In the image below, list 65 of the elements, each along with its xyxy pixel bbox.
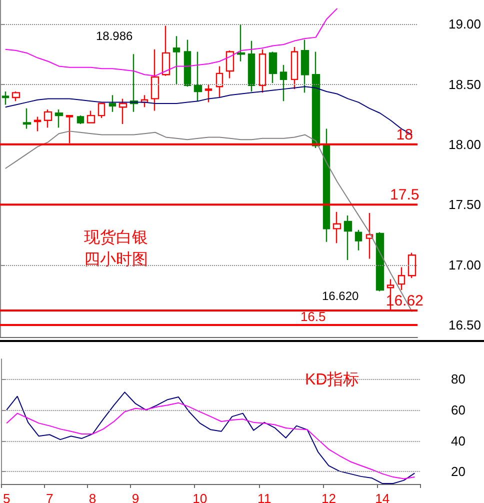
candlestick xyxy=(44,108,52,128)
y-tick-label: 18.50 xyxy=(448,76,482,92)
candlestick xyxy=(236,23,246,62)
candlestick xyxy=(150,48,160,112)
ref-line-label: 17.5 xyxy=(390,186,420,204)
x-tick-label: 7 xyxy=(46,491,54,503)
x-tick-label: 11 xyxy=(258,491,272,503)
line-series xyxy=(6,392,416,484)
annotation: 16.620 xyxy=(322,289,360,303)
candlestick xyxy=(12,90,20,102)
candlestick xyxy=(258,48,266,94)
candlestick xyxy=(322,128,330,243)
candlestick xyxy=(194,51,202,102)
ref-line-label: 16.5 xyxy=(300,308,326,324)
candlestick xyxy=(216,66,224,98)
y-tick-label: 18.00 xyxy=(448,136,482,152)
candlestick xyxy=(280,64,288,102)
y-tick-label: 19.00 xyxy=(448,16,482,32)
x-tick-label: 10 xyxy=(192,491,208,503)
candlestick xyxy=(2,90,10,106)
candlestick xyxy=(376,232,384,292)
x-tick-label: 9 xyxy=(132,491,140,503)
candlestick xyxy=(332,211,342,244)
annotation: 18.986 xyxy=(96,29,134,43)
y-tick-label: 16.50 xyxy=(448,317,482,332)
candlestick xyxy=(366,212,374,260)
candlestick xyxy=(130,54,138,113)
y-tick-label: 20 xyxy=(451,464,466,480)
candlestick xyxy=(226,50,234,79)
y-tick-label: 60 xyxy=(451,402,466,418)
y-tick-label: 17.00 xyxy=(448,257,482,272)
candlestick xyxy=(184,39,192,88)
line-series xyxy=(6,402,416,480)
candlestick xyxy=(118,98,128,125)
annotation: 四小时图 xyxy=(84,250,148,268)
line-series xyxy=(4,8,338,76)
candlestick xyxy=(162,25,170,76)
y-tick-label: 40 xyxy=(451,433,466,448)
y-tick-label: 17.50 xyxy=(448,197,482,212)
candlestick xyxy=(86,110,96,124)
x-tick-label: 5 xyxy=(2,491,10,503)
candlestick xyxy=(354,229,362,251)
annotation: KD指标 xyxy=(305,370,360,388)
candlestick xyxy=(268,51,278,84)
ref-line-label: 18 xyxy=(396,126,413,144)
candlestick xyxy=(408,252,416,279)
candlestick xyxy=(300,39,310,94)
candlestick xyxy=(34,116,42,132)
candlestick xyxy=(76,114,84,125)
candlestick xyxy=(108,94,116,113)
candlestick xyxy=(172,36,180,85)
x-tick-label: 12 xyxy=(321,491,336,503)
x-tick-label: 8 xyxy=(88,491,96,503)
candlestick xyxy=(98,102,106,119)
candlestick xyxy=(204,84,212,103)
candlestick xyxy=(398,266,406,291)
annotation: 现货白银 xyxy=(84,228,148,246)
candlestick xyxy=(290,46,298,90)
x-tick-label: 14 xyxy=(375,491,390,503)
y-tick-label: 80 xyxy=(451,372,466,387)
candlestick xyxy=(312,51,320,149)
candlestick xyxy=(22,108,32,130)
candlestick xyxy=(54,108,64,128)
candlestick xyxy=(344,214,352,261)
candlestick xyxy=(248,40,256,92)
